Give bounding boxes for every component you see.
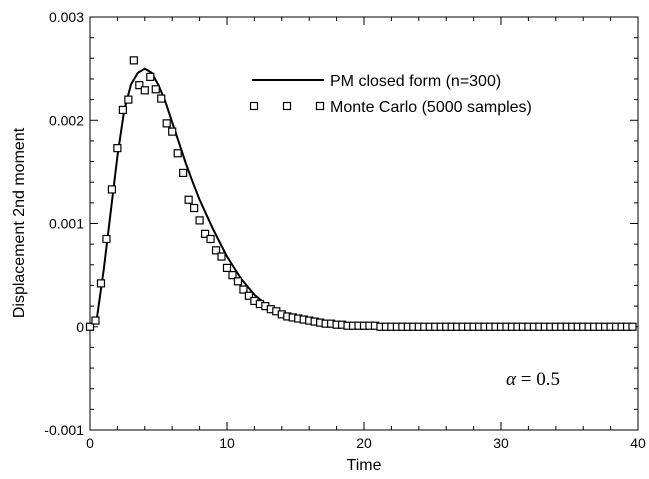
legend: PM closed form (n=300) Monte Carlo (5000… bbox=[249, 73, 532, 116]
x-axis-label: Time bbox=[347, 457, 382, 474]
data-point-monte-carlo bbox=[168, 127, 177, 136]
data-point-monte-carlo bbox=[200, 229, 210, 238]
data-point-monte-carlo bbox=[233, 277, 243, 286]
data-point-monte-carlo bbox=[85, 322, 95, 331]
data-point-monte-carlo bbox=[102, 234, 111, 244]
data-point-monte-carlo bbox=[140, 86, 149, 95]
data-point-monte-carlo bbox=[162, 119, 171, 128]
data-point-monte-carlo bbox=[157, 94, 166, 103]
x-tick-label: 40 bbox=[630, 435, 646, 451]
y-axis-label: Displacement 2nd moment bbox=[11, 127, 28, 318]
x-tick-label: 0 bbox=[86, 435, 94, 451]
data-point-monte-carlo bbox=[244, 291, 254, 300]
data-point-monte-carlo bbox=[222, 263, 232, 272]
data-point-monte-carlo bbox=[146, 72, 155, 81]
data-point-monte-carlo bbox=[628, 322, 637, 331]
alpha-symbol: α bbox=[506, 369, 517, 390]
data-point-monte-carlo bbox=[107, 185, 117, 194]
data-point-monte-carlo bbox=[211, 246, 221, 255]
legend-marker-swatch bbox=[282, 101, 292, 111]
data-point-monte-carlo bbox=[195, 216, 204, 225]
data-point-monte-carlo bbox=[184, 195, 193, 204]
data-point-monte-carlo bbox=[129, 56, 138, 65]
y-tick-label: -0.001 bbox=[44, 422, 84, 438]
data-point-monte-carlo bbox=[113, 144, 122, 153]
legend-marker-swatch bbox=[315, 101, 325, 111]
legend-label-pm: PM closed form (n=300) bbox=[330, 73, 501, 90]
data-point-monte-carlo bbox=[206, 234, 215, 244]
data-point-monte-carlo bbox=[179, 168, 188, 178]
axis-ticks bbox=[89, 16, 639, 431]
legend-label-monte-carlo: Monte Carlo (5000 samples) bbox=[330, 99, 532, 116]
data-point-monte-carlo bbox=[124, 95, 133, 104]
legend-marker-swatch bbox=[249, 101, 259, 111]
data-point-monte-carlo bbox=[151, 85, 160, 94]
series-markers-monte-carlo bbox=[85, 56, 637, 331]
data-point-monte-carlo bbox=[91, 316, 100, 325]
data-point-monte-carlo bbox=[96, 279, 106, 288]
x-tick-label: 10 bbox=[219, 435, 235, 451]
alpha-value: = 0.5 bbox=[516, 369, 560, 390]
x-tick-label: 30 bbox=[493, 435, 509, 451]
alpha-annotation: α = 0.5 bbox=[506, 369, 560, 390]
y-tick-label: 0.002 bbox=[49, 112, 84, 128]
data-point-monte-carlo bbox=[228, 271, 237, 280]
y-tick-label: 0 bbox=[76, 319, 84, 335]
data-point-monte-carlo bbox=[118, 105, 127, 115]
data-point-monte-carlo bbox=[217, 252, 226, 261]
y-tick-label: 0.001 bbox=[49, 216, 84, 232]
data-point-monte-carlo bbox=[190, 203, 199, 213]
y-tick-label: 0.003 bbox=[49, 9, 84, 25]
data-point-monte-carlo bbox=[239, 285, 248, 294]
x-tick-label: 20 bbox=[356, 435, 372, 451]
data-point-monte-carlo bbox=[135, 81, 144, 90]
data-point-monte-carlo bbox=[173, 149, 182, 158]
